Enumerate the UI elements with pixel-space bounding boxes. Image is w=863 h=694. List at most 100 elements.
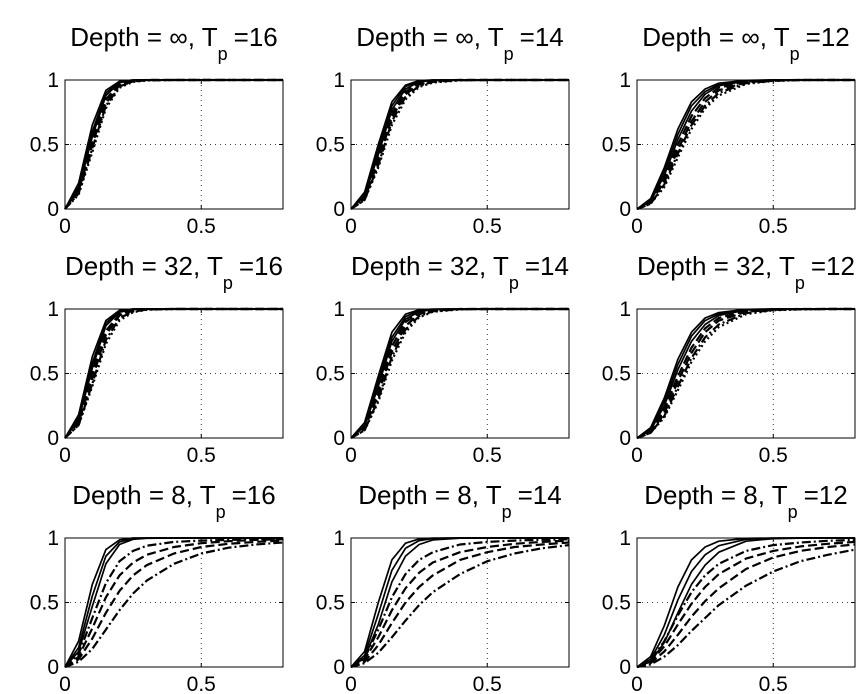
x-tick-label: 0 [59, 215, 71, 238]
title-suffix: =14 [518, 480, 562, 510]
y-tick-label: 0 [333, 198, 345, 221]
y-tick-label: 0.5 [30, 592, 59, 615]
series-line-6 [636, 543, 856, 669]
subplot-7: 0 0.5 0 0.5 1 Depth = 8, Tp =16 [30, 480, 284, 694]
title-suffix: =16 [232, 480, 276, 510]
title-suffix: =16 [239, 251, 283, 281]
subplot-title: Depth = 8, Tp =12 [644, 480, 847, 522]
y-tick-label: 0.5 [602, 134, 631, 157]
y-tick-label: 1 [333, 69, 345, 92]
title-subscript: p [790, 44, 800, 64]
subplot-8: 0 0.5 0 0.5 1 Depth = 8, Tp =14 [316, 480, 570, 694]
title-prefix: Depth = 8, T [358, 480, 501, 510]
y-tick-label: 0.5 [316, 134, 345, 157]
x-tick-label: 0.5 [759, 673, 788, 694]
x-tick-label: 0.5 [187, 444, 216, 467]
x-tick-label: 0 [59, 444, 71, 467]
title-suffix: =14 [525, 251, 569, 281]
title-subscript: p [223, 273, 233, 293]
y-tick-label: 1 [47, 527, 59, 550]
y-tick-label: 0 [619, 656, 631, 679]
title-subscript: p [504, 44, 514, 64]
plot-area [351, 80, 569, 209]
title-prefix: Depth = 32, T [65, 251, 223, 281]
title-subscript: p [509, 273, 519, 293]
subplot-2: 0 0.5 0 0.5 1 Depth = ∞, Tp =14 [316, 22, 570, 238]
x-tick-label: 0 [631, 444, 643, 467]
series-line-4 [350, 538, 570, 668]
subplot-4: 0 0.5 0 0.5 1 Depth = 32, Tp =16 [30, 251, 284, 467]
title-subscript: p [795, 273, 805, 293]
title-subscript: p [216, 502, 226, 522]
x-tick-label: 0 [59, 673, 71, 694]
subplot-title: Depth = ∞, Tp =14 [356, 22, 564, 64]
title-suffix: =14 [520, 22, 564, 52]
subplot-3: 0 0.5 0 0.5 1 Depth = ∞, Tp =12 [602, 22, 856, 238]
title-suffix: =12 [811, 251, 855, 281]
y-tick-label: 1 [619, 527, 631, 550]
series-line-7 [350, 544, 570, 669]
y-tick-label: 1 [619, 298, 631, 321]
x-tick-label: 0.5 [187, 673, 216, 694]
subplot-5: 0 0.5 0 0.5 1 Depth = 32, Tp =14 [316, 251, 570, 467]
y-tick-label: 0.5 [30, 363, 59, 386]
x-tick-label: 0.5 [473, 673, 502, 694]
subplot-title: Depth = 32, Tp =14 [351, 251, 569, 293]
y-tick-label: 0.5 [30, 134, 59, 157]
series-line-5 [636, 540, 856, 669]
subplot-1: 0 0.5 0 0.5 1 Depth = ∞, Tp =16 [30, 22, 284, 238]
y-tick-label: 0.5 [602, 363, 631, 386]
series-line-5 [350, 539, 570, 668]
y-tick-label: 0 [47, 427, 59, 450]
x-tick-label: 0.5 [759, 444, 788, 467]
x-tick-label: 0 [345, 673, 357, 694]
title-prefix: Depth = ∞, T [70, 22, 218, 52]
title-suffix: =12 [806, 22, 850, 52]
y-tick-label: 0 [47, 656, 59, 679]
x-tick-label: 0 [345, 444, 357, 467]
title-prefix: Depth = ∞, T [356, 22, 504, 52]
series-line-6 [64, 539, 284, 668]
x-tick-label: 0.5 [187, 215, 216, 238]
y-tick-label: 0.5 [316, 592, 345, 615]
title-prefix: Depth = 32, T [351, 251, 509, 281]
y-tick-label: 1 [619, 69, 631, 92]
x-tick-label: 0.5 [473, 444, 502, 467]
title-suffix: =16 [234, 22, 278, 52]
x-tick-label: 0 [631, 215, 643, 238]
x-tick-label: 0 [631, 673, 643, 694]
title-subscript: p [218, 44, 228, 64]
subplot-9: 0 0.5 0 0.5 1 Depth = 8, Tp =12 [602, 480, 856, 694]
series-line-6 [64, 307, 283, 439]
subplot-title: Depth = 32, Tp =16 [65, 251, 283, 293]
subplot-title: Depth = ∞, Tp =16 [70, 22, 278, 64]
x-tick-label: 0.5 [759, 215, 788, 238]
title-subscript: p [502, 502, 512, 522]
subplot-title: Depth = 8, Tp =14 [358, 480, 561, 522]
y-tick-label: 0.5 [602, 592, 631, 615]
y-tick-label: 0 [333, 427, 345, 450]
x-tick-label: 0 [345, 215, 357, 238]
title-prefix: Depth = 8, T [644, 480, 787, 510]
series-line-4 [636, 538, 856, 668]
x-tick-label: 0.5 [473, 215, 502, 238]
y-tick-label: 0 [619, 198, 631, 221]
series-line-4 [64, 537, 284, 668]
y-tick-label: 1 [47, 298, 59, 321]
y-tick-label: 0 [333, 656, 345, 679]
series-line-6 [350, 541, 570, 669]
series-line-7 [64, 541, 284, 669]
subplot-title: Depth = ∞, Tp =12 [642, 22, 850, 64]
subplot-6: 0 0.5 0 0.5 1 Depth = 32, Tp =12 [602, 251, 856, 467]
series-line-7 [350, 307, 569, 439]
y-tick-label: 1 [47, 69, 59, 92]
title-suffix: =12 [804, 480, 848, 510]
y-tick-label: 1 [333, 527, 345, 550]
subplot-title: Depth = 32, Tp =12 [637, 251, 855, 293]
subplot-title: Depth = 8, Tp =16 [72, 480, 275, 522]
series-line-7 [350, 78, 569, 210]
y-tick-label: 1 [333, 298, 345, 321]
title-prefix: Depth = 32, T [637, 251, 795, 281]
series-line-5 [64, 538, 284, 668]
